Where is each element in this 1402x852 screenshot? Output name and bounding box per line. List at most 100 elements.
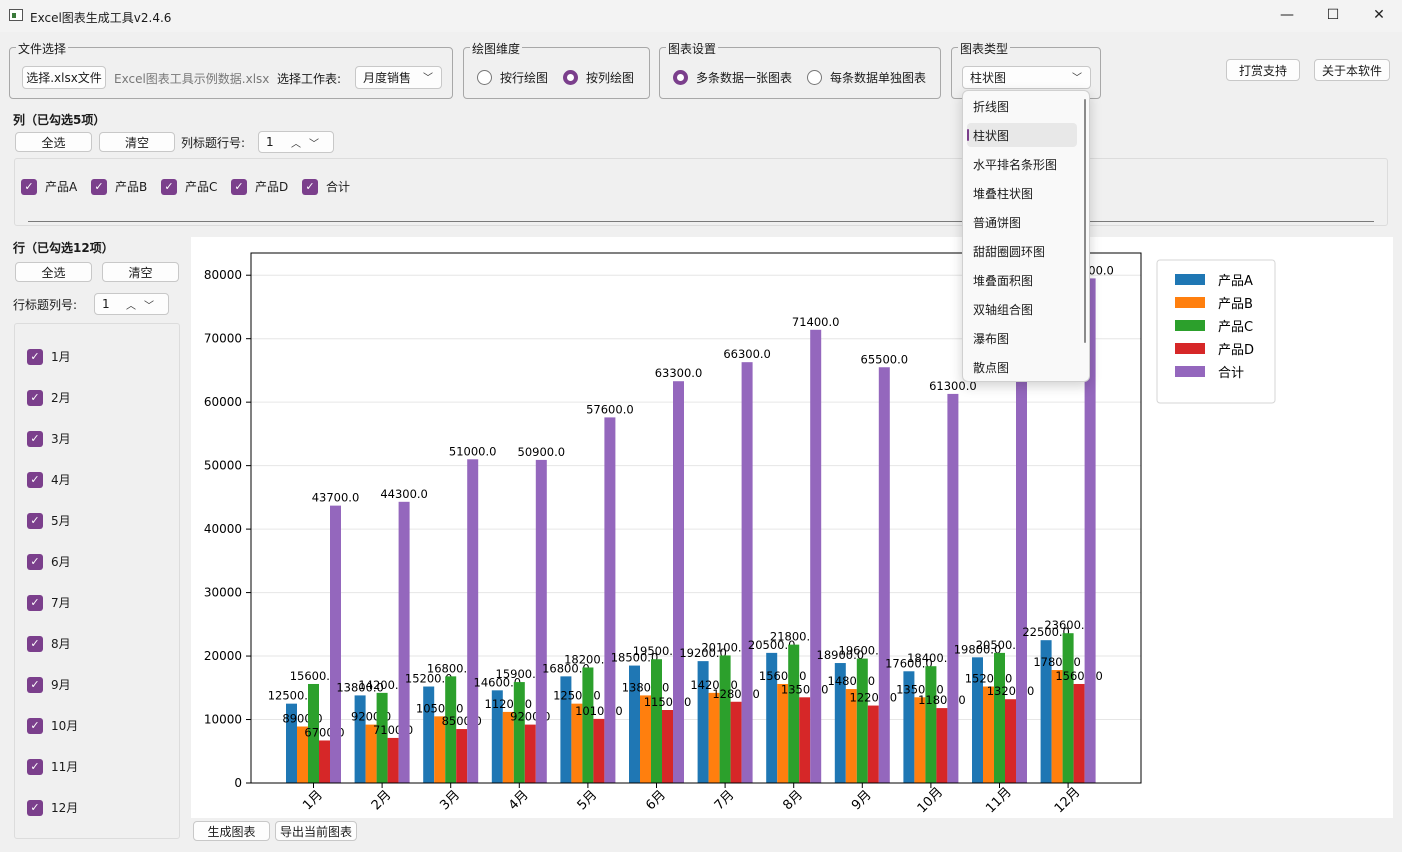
bar-data-label: 13800.0 (622, 680, 670, 694)
row-checkbox-label: 9月 (51, 678, 71, 692)
bar-data-label: 11800.0 (918, 693, 966, 707)
bar (697, 661, 709, 783)
row-checkbox[interactable]: ✓ 1月 (27, 348, 71, 365)
column-checkbox[interactable]: ✓ 产品A (21, 178, 77, 195)
bar (286, 703, 297, 783)
bar-data-label: 57600.0 (586, 402, 634, 416)
plot-by-col-label: 按列绘图 (586, 71, 635, 85)
row-checkbox[interactable]: ✓ 7月 (27, 594, 71, 611)
dropdown-item[interactable]: 堆叠柱状图 (973, 186, 1034, 201)
checkmark-icon: ✓ (27, 758, 43, 775)
bar-data-label: 14200.0 (358, 678, 406, 692)
row-checkbox[interactable]: ✓ 4月 (27, 471, 71, 488)
export-chart-button[interactable]: 导出当前图表 (275, 821, 357, 841)
type-group-legend: 图表类型 (958, 40, 1011, 57)
bar-data-label: 18500.0 (611, 651, 659, 665)
bar-data-label: 18200.0 (564, 652, 612, 666)
bar-data-label: 13800.0 (336, 680, 384, 694)
row-checkbox[interactable]: ✓ 2月 (27, 389, 71, 406)
dropdown-item[interactable]: 折线图 (973, 99, 1010, 114)
dropdown-item[interactable]: 双轴组合图 (973, 302, 1034, 317)
legend-label: 产品C (1218, 320, 1253, 335)
bar-data-label: 17800.0 (1033, 655, 1081, 669)
checkmark-icon: ✓ (27, 512, 43, 529)
row-checkbox[interactable]: ✓ 12月 (27, 799, 78, 816)
dropdown-item[interactable]: 散点图 (973, 360, 1010, 375)
column-checkbox[interactable]: ✓ 产品B (91, 178, 147, 195)
dropdown-item[interactable]: 甜甜圈圆环图 (973, 244, 1046, 259)
close-button[interactable]: ✕ (1373, 7, 1385, 23)
row-checkbox[interactable]: ✓ 3月 (27, 430, 71, 447)
bar (1084, 278, 1096, 783)
dropdown-scrollbar[interactable] (1084, 99, 1086, 343)
bar (423, 686, 435, 783)
bar (491, 690, 503, 783)
bar (903, 671, 915, 783)
bar-data-label: 19800.0 (954, 642, 1002, 656)
columns-select-all-button[interactable]: 全选 (15, 132, 92, 152)
rows-clear-button[interactable]: 清空 (102, 262, 179, 282)
column-checkbox-label: 产品D (255, 180, 289, 194)
header-row-spinbox[interactable]: 1 ︿﹀ (258, 131, 334, 153)
bar (297, 726, 308, 783)
checkmark-icon: ✓ (27, 471, 43, 488)
one-chart-radio[interactable]: 多条数据一张图表 (673, 69, 792, 86)
y-tick-label: 80000 (204, 268, 242, 282)
dropdown-item[interactable]: 堆叠面积图 (973, 273, 1034, 288)
dropdown-item[interactable]: 柱状图 (967, 123, 1077, 147)
bar (708, 692, 720, 783)
rows-select-all-button[interactable]: 全选 (15, 262, 92, 282)
bar (810, 329, 822, 783)
bar-data-label: 50900.0 (518, 445, 566, 459)
rows-title: 行（已勾选12项） (13, 241, 114, 255)
bar-data-label: 12800.0 (712, 687, 760, 701)
plot-by-col-radio[interactable]: 按列绘图 (563, 69, 634, 86)
bar-data-label: 44300.0 (380, 487, 428, 501)
plot-by-row-radio[interactable]: 按行绘图 (477, 69, 548, 86)
column-checkbox[interactable]: ✓ 产品D (231, 178, 288, 195)
bar (582, 667, 594, 783)
row-checkbox-label: 11月 (51, 760, 79, 774)
row-checkbox[interactable]: ✓ 9月 (27, 676, 71, 693)
row-checkbox[interactable]: ✓ 5月 (27, 512, 71, 529)
bar-data-label: 12200.0 (850, 691, 898, 705)
checkmark-icon: ✓ (27, 389, 43, 406)
bar-data-label: 10100.0 (575, 704, 623, 718)
bar (319, 740, 330, 783)
x-tick-label: 5月 (575, 788, 601, 814)
radio-selected-icon (563, 70, 578, 85)
column-checkbox[interactable]: ✓ 产品C (161, 178, 217, 195)
dropdown-item[interactable]: 水平排名条形图 (973, 157, 1058, 172)
select-xlsx-button[interactable]: 选择.xlsx文件 (22, 66, 106, 89)
row-checkbox[interactable]: ✓ 11月 (27, 758, 78, 775)
x-tick-label: 12月 (1052, 785, 1083, 816)
bar-data-label: 15600.0 (759, 669, 807, 683)
row-checkbox[interactable]: ✓ 6月 (27, 553, 71, 570)
bar-data-label: 14600.0 (474, 675, 522, 689)
x-tick-label: 8月 (780, 788, 806, 814)
header-col-spinbox[interactable]: 1 ︿﹀ (94, 293, 169, 315)
maximize-button[interactable]: ☐ (1326, 7, 1340, 23)
columns-scrollbar[interactable] (28, 221, 1374, 222)
dropdown-item[interactable]: 普通饼图 (973, 215, 1022, 230)
chart-type-select[interactable]: 柱状图 ﹀ (962, 66, 1091, 89)
bar (983, 686, 994, 783)
sheet-select[interactable]: 月度销售 ﹀ (355, 66, 442, 89)
bar-data-label: 20500.0 (976, 638, 1024, 652)
columns-clear-button[interactable]: 清空 (99, 132, 175, 152)
bar-data-label: 13500.0 (781, 682, 829, 696)
column-checkbox[interactable]: ✓ 合计 (302, 178, 350, 195)
each-chart-radio[interactable]: 每条数据单独图表 (807, 69, 926, 86)
bar-data-label: 18400.0 (907, 651, 955, 665)
row-checkbox[interactable]: ✓ 10月 (27, 717, 78, 734)
checkmark-icon: ✓ (27, 430, 43, 447)
generate-chart-button[interactable]: 生成图表 (193, 821, 270, 841)
row-checkbox[interactable]: ✓ 8月 (27, 635, 71, 652)
each-chart-label: 每条数据单独图表 (830, 71, 927, 85)
about-button[interactable]: 关于本软件 (1314, 59, 1390, 81)
dropdown-item[interactable]: 瀑布图 (973, 331, 1010, 346)
donate-button[interactable]: 打赏支持 (1226, 59, 1300, 81)
plot-frame (250, 252, 1142, 784)
file-name-label: Excel图表工具示例数据.xlsx (114, 72, 270, 86)
minimize-button[interactable]: — (1280, 7, 1294, 23)
